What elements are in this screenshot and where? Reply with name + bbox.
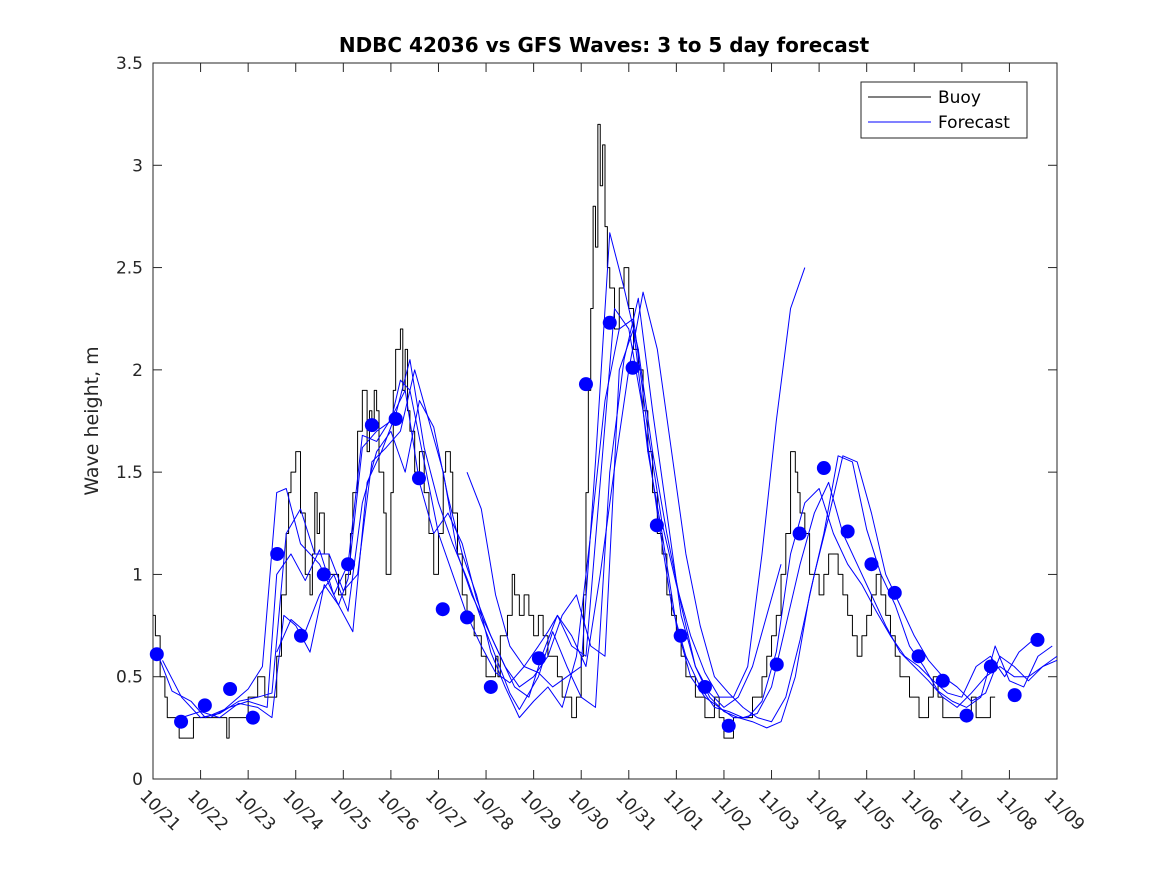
forecast-marker [840, 524, 855, 539]
forecast-marker [602, 315, 617, 330]
marker-layer [149, 315, 1045, 733]
forecast-line-1 [157, 307, 1058, 719]
forecast-line-4 [209, 328, 1034, 719]
forecast-marker [149, 647, 164, 662]
chart-title: NDBC 42036 vs GFS Waves: 3 to 5 day fore… [339, 33, 870, 57]
forecast-marker [721, 718, 736, 733]
forecast-marker [197, 698, 212, 713]
forecast-line-6 [466, 232, 782, 708]
series-layer [153, 123, 1058, 739]
forecast-marker [174, 714, 189, 729]
y-axis-label: Wave height, m [81, 346, 103, 495]
forecast-marker [625, 360, 640, 375]
forecast-line-2 [162, 291, 1058, 723]
y-tick-label: 1.5 [116, 463, 143, 483]
forecast-line-5 [276, 267, 806, 719]
y-tick-label: 2.5 [116, 259, 143, 279]
y-tick-label: 0.5 [116, 668, 143, 688]
y-tick-label: 3.5 [116, 54, 143, 74]
y-axis: 0 0.5 1 1.5 2 2.5 3 3.5 [116, 54, 1057, 790]
forecast-marker [983, 659, 998, 674]
forecast-marker [769, 657, 784, 672]
forecast-marker [388, 411, 403, 426]
forecast-marker [364, 418, 379, 433]
forecast-marker [270, 546, 285, 561]
forecast-marker [864, 557, 879, 572]
forecast-marker [316, 567, 331, 582]
forecast-marker [460, 610, 475, 625]
forecast-marker [649, 518, 664, 533]
forecast-marker [245, 710, 260, 725]
y-tick-label: 1 [132, 565, 143, 585]
y-tick-label: 3 [132, 156, 143, 176]
forecast-marker [816, 461, 831, 476]
forecast-marker [578, 377, 593, 392]
legend-label-buoy: Buoy [938, 88, 981, 108]
forecast-marker [697, 679, 712, 694]
legend: Buoy Forecast [860, 81, 1028, 139]
forecast-marker [792, 526, 807, 541]
forecast-marker [483, 679, 498, 694]
y-tick-label: 0 [132, 770, 143, 790]
forecast-marker [435, 602, 450, 617]
forecast-marker [293, 628, 308, 643]
forecast-marker [531, 651, 546, 666]
forecast-line-3 [181, 297, 1053, 729]
forecast-marker [223, 681, 238, 696]
forecast-marker [1030, 632, 1045, 647]
forecast-marker [935, 673, 950, 688]
legend-box [860, 81, 1028, 139]
buoy-line [153, 123, 996, 739]
forecast-marker [887, 585, 902, 600]
y-tick-label: 2 [132, 361, 143, 381]
forecast-marker [911, 649, 926, 664]
forecast-marker [411, 471, 426, 486]
forecast-marker [341, 557, 356, 572]
legend-label-forecast: Forecast [938, 113, 1010, 133]
forecast-marker [959, 708, 974, 723]
forecast-marker [673, 628, 688, 643]
forecast-marker [1007, 688, 1022, 703]
